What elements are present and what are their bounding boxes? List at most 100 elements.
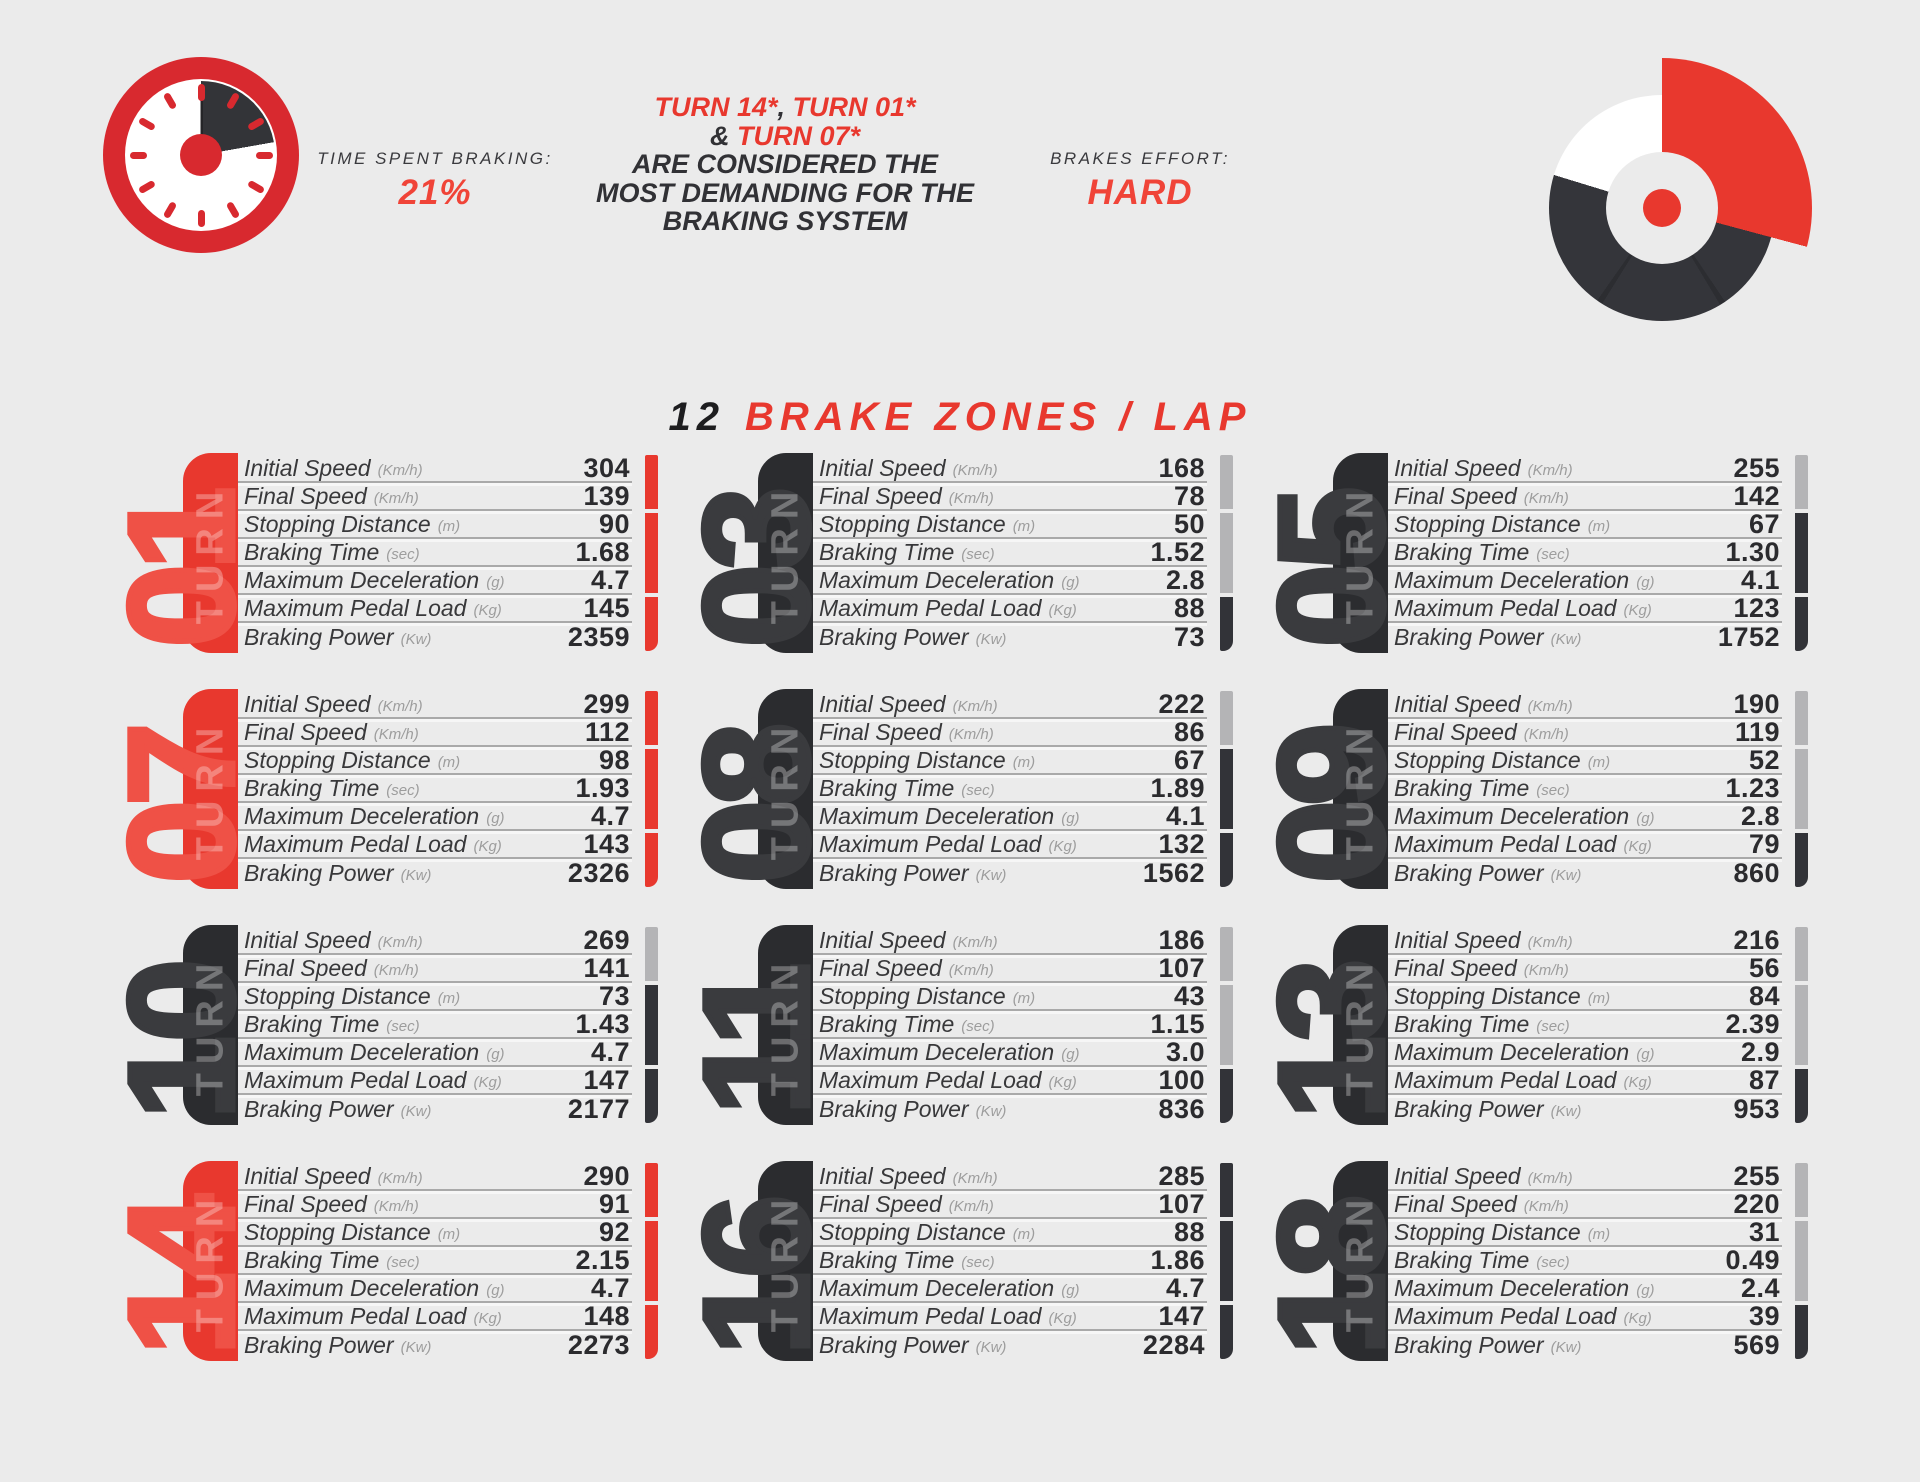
severity-segment: [645, 1221, 658, 1301]
stat-unit: (Km/h): [373, 1197, 419, 1215]
stat-row: Maximum Pedal Load (Kg) 148: [238, 1301, 632, 1331]
stat-label: Initial Speed: [244, 690, 371, 717]
stat-label: Initial Speed: [819, 454, 946, 481]
stat-unit: (Km/h): [1527, 461, 1573, 479]
stat-unit: (Kg): [473, 1309, 502, 1327]
turn-card-14: 14 TURN Initial Speed (Km/h) 290 Final Speed(…: [53, 1161, 658, 1361]
stat-value: 860: [1733, 857, 1780, 888]
stat-unit: (m): [1012, 753, 1036, 771]
stat-unit: (g): [486, 1045, 505, 1063]
stat-value: 2177: [567, 1093, 630, 1124]
stat-label: Braking Power: [244, 1331, 394, 1358]
stat-label: Maximum Deceleration: [1394, 1274, 1630, 1301]
turn-word: TURN: [758, 453, 813, 653]
severity-segment: [1220, 513, 1233, 593]
stat-unit: (sec): [961, 1017, 995, 1035]
turn-word-text: TURN: [764, 718, 807, 860]
stat-value: 100: [1158, 1064, 1205, 1095]
stat-value: 88: [1173, 592, 1205, 623]
stat-row: Maximum Deceleration (g) 4.7: [238, 1037, 632, 1067]
stat-unit: (Kg): [1048, 1073, 1077, 1091]
stat-rows: Initial Speed (Km/h) 304 Final Speed (Km/h) 1…: [238, 453, 632, 652]
turn-word: TURN: [1333, 689, 1388, 889]
stat-unit: (m): [437, 517, 461, 535]
turn-word: TURN: [183, 925, 238, 1125]
turn-word: TURN: [758, 925, 813, 1125]
stat-unit: (g): [1636, 573, 1655, 591]
severity-segment: [1795, 833, 1808, 887]
severity-segment: [645, 691, 658, 745]
stat-value: 0.49: [1725, 1244, 1780, 1275]
stat-label: Braking Time: [244, 774, 380, 801]
stat-unit: (g): [486, 809, 505, 827]
stat-value: 145: [583, 592, 630, 623]
stat-value: 143: [583, 828, 630, 859]
stat-row: Maximum Pedal Load (Kg) 87: [1388, 1064, 1782, 1095]
stat-value: 78: [1173, 480, 1205, 511]
stat-label: Final Speed: [244, 954, 367, 981]
stat-unit: (Kw): [400, 1338, 432, 1356]
brakes-effort-label: BRAKES EFFORT:: [1050, 149, 1230, 168]
stat-value: 216: [1733, 924, 1780, 955]
stat-label: Stopping Distance: [1394, 982, 1581, 1009]
stat-rows: Initial Speed (Km/h) 255 Final Speed (Km/h) 1…: [1388, 453, 1782, 652]
severity-bar: [645, 691, 658, 887]
stat-label: Maximum Pedal Load: [1394, 830, 1617, 857]
stat-rows: Initial Speed (Km/h) 255 Final Speed (Km/h) 2…: [1388, 1161, 1782, 1360]
stat-row: Final Speed (Km/h) 107: [813, 1189, 1207, 1219]
stat-row: Initial Speed (Km/h) 186: [813, 925, 1207, 955]
stat-unit: (Km/h): [1527, 697, 1573, 715]
stat-value: 98: [598, 744, 630, 775]
stat-row: Stopping Distance (m) 73: [238, 980, 632, 1011]
stat-value: 2.8: [1740, 800, 1780, 831]
turn-tab: [1333, 925, 1388, 1125]
stat-value: 119: [1734, 716, 1780, 747]
stat-label: Maximum Deceleration: [819, 802, 1055, 829]
turn-tab: [758, 453, 813, 653]
stat-unit: (Kg): [1048, 601, 1077, 619]
stat-unit: (Km/h): [377, 461, 423, 479]
stat-value: 2.4: [1740, 1272, 1780, 1303]
stat-value: 2284: [1142, 1329, 1205, 1360]
stat-row: Braking Power (Kw) 953: [1388, 1094, 1782, 1124]
turn-word-text: TURN: [764, 482, 807, 624]
stat-label: Final Speed: [819, 954, 942, 981]
stat-row: Initial Speed (Km/h) 255: [1388, 453, 1782, 483]
stat-label: Stopping Distance: [244, 982, 431, 1009]
stat-unit: (Kg): [1623, 1073, 1652, 1091]
stat-label: Braking Power: [1394, 1331, 1544, 1358]
turn-word: TURN: [1333, 925, 1388, 1125]
stat-value: 107: [1158, 952, 1205, 983]
stat-value: 90: [598, 508, 630, 539]
stat-row: Maximum Pedal Load (Kg) 79: [1388, 829, 1782, 859]
stat-value: 87: [1748, 1064, 1780, 1095]
brakes-effort-value: HARD: [1087, 173, 1193, 212]
severity-segment: [1795, 455, 1808, 509]
stat-row: Maximum Deceleration (g) 2.9: [1388, 1037, 1782, 1067]
turn-tab: [1333, 689, 1388, 889]
stat-value: 147: [1158, 1300, 1205, 1331]
stat-unit: (sec): [386, 1017, 420, 1035]
stat-row: Initial Speed (Km/h) 255: [1388, 1161, 1782, 1191]
stat-unit: (g): [486, 1281, 505, 1299]
stat-row: Maximum Pedal Load (Kg) 143: [238, 828, 632, 859]
turn-word-text: TURN: [189, 482, 232, 624]
stat-value: 73: [598, 980, 630, 1011]
stat-row: Stopping Distance (m) 84: [1388, 981, 1782, 1011]
severity-bar: [645, 927, 658, 1123]
stat-unit: (sec): [386, 1253, 420, 1271]
stat-label: Braking Power: [244, 623, 394, 650]
stat-unit: (Kw): [975, 866, 1007, 884]
severity-segment: [1795, 749, 1808, 829]
stat-label: Maximum Deceleration: [819, 566, 1055, 593]
stat-row: Maximum Deceleration (g) 3.0: [813, 1037, 1207, 1067]
turn-word: TURN: [758, 1161, 813, 1361]
stat-label: Braking Power: [819, 623, 969, 650]
stat-rows: Initial Speed (Km/h) 299 Final Speed (Km/h) 1…: [238, 689, 632, 888]
stat-unit: (Kg): [473, 837, 502, 855]
stat-row: Stopping Distance (m) 88: [813, 1217, 1207, 1247]
stat-value: 1.52: [1150, 536, 1205, 567]
stat-row: Initial Speed (Km/h) 285: [813, 1161, 1207, 1191]
stat-value: 222: [1158, 688, 1205, 719]
